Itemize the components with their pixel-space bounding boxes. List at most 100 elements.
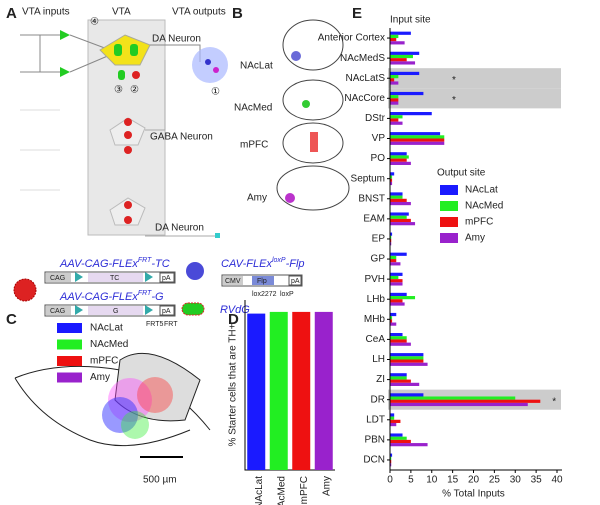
legend-swatch (440, 185, 458, 195)
scale-bar-label: 500 µm (143, 475, 177, 486)
bar (390, 402, 528, 407)
bar (390, 175, 393, 179)
x-tick-label: 35 (531, 475, 543, 486)
x-tick-label: 10 (426, 475, 438, 486)
marker: ① (211, 87, 220, 98)
legend-swatch (440, 217, 458, 227)
constructs (13, 262, 303, 317)
bar (390, 312, 397, 317)
y-tick-label: NAcLatS (346, 73, 386, 84)
bar (390, 172, 395, 176)
bar (390, 222, 416, 226)
site-label: Amy (247, 193, 267, 204)
site-label: mPFC (240, 140, 268, 151)
bar (390, 158, 407, 162)
brain-outline (14, 352, 211, 458)
neuron-label: DA Neuron (152, 34, 201, 45)
x-tick-label: NAcLat (254, 476, 265, 505)
bar (390, 272, 403, 276)
bar (390, 362, 428, 366)
chart-title: Input site (390, 15, 431, 26)
bar (390, 34, 399, 39)
da-neuron (99, 34, 228, 83)
element: FRT (164, 321, 178, 328)
bar (390, 319, 393, 323)
panel-label: C (6, 311, 17, 328)
bar (390, 201, 411, 206)
significance: * (452, 75, 456, 86)
element: pA (162, 275, 171, 282)
element: pA (291, 278, 300, 285)
bar (390, 232, 393, 236)
bar (390, 51, 420, 55)
bar (390, 333, 403, 337)
bar (390, 453, 393, 457)
y-tick-label: GP (371, 254, 386, 265)
bar (390, 118, 399, 122)
bar (390, 456, 392, 460)
y-tick-label: DCN (363, 455, 385, 466)
site-label: NAcMed (234, 103, 272, 114)
bar (390, 81, 399, 85)
gaba-neuron (109, 60, 220, 238)
bar (390, 419, 401, 423)
bar (390, 218, 411, 223)
marker: ② (130, 85, 139, 96)
y-tick-label: PO (371, 153, 386, 164)
y-tick-label: Septum (351, 173, 385, 184)
header: VTA (112, 7, 131, 18)
bar (390, 235, 392, 239)
element: loxP (280, 291, 294, 298)
legend-label: mPFC (465, 217, 493, 228)
bar (390, 255, 397, 260)
element: TC (110, 275, 119, 282)
bar (390, 31, 411, 35)
legend-label: NAcMed (465, 201, 503, 212)
bar (390, 279, 403, 283)
bar (390, 78, 395, 82)
element: FRT5 (146, 321, 163, 328)
y-tick-label: Anterior Cortex (318, 33, 385, 44)
bar (390, 396, 516, 400)
bar (390, 322, 397, 326)
bar (314, 311, 333, 470)
element: pA (162, 308, 171, 315)
bar (390, 38, 397, 42)
bar (390, 342, 411, 346)
bar (390, 181, 393, 186)
x-tick-label: 5 (408, 475, 414, 486)
legend-swatch (57, 356, 82, 366)
legend-swatch (440, 233, 458, 243)
y-tick-label: LHb (367, 294, 386, 305)
bar (390, 339, 407, 343)
bar (390, 436, 407, 440)
x-tick-label: 0 (387, 475, 393, 486)
bar (390, 138, 445, 142)
y-tick-label: NAcCore (344, 93, 385, 104)
element: lox2272 (252, 291, 277, 298)
bar (390, 155, 409, 159)
highlight (388, 68, 561, 89)
bar (390, 393, 424, 397)
legend-title: Output site (437, 168, 486, 179)
bar (390, 212, 409, 216)
bar (390, 316, 393, 320)
bar (390, 356, 424, 360)
y-tick-label: DR (371, 394, 385, 405)
bar (390, 101, 399, 105)
legend-label: Amy (465, 233, 485, 244)
y-tick-label: EP (372, 234, 386, 245)
bar (390, 302, 405, 306)
legend-label: mPFC (90, 356, 118, 367)
x-tick-label: 25 (489, 475, 501, 486)
construct-name: CAV-FLExloxP-Flp (221, 257, 305, 270)
significance: * (552, 396, 556, 407)
header: VTA inputs (22, 7, 70, 18)
bar (390, 282, 403, 286)
highlight (388, 88, 561, 109)
construct-name: AAV-CAG-FLExFRT-G (59, 290, 164, 303)
bar (390, 275, 399, 280)
element: Flp (257, 278, 267, 285)
x-tick-label: 20 (468, 475, 480, 486)
marker: ③ (114, 85, 123, 96)
